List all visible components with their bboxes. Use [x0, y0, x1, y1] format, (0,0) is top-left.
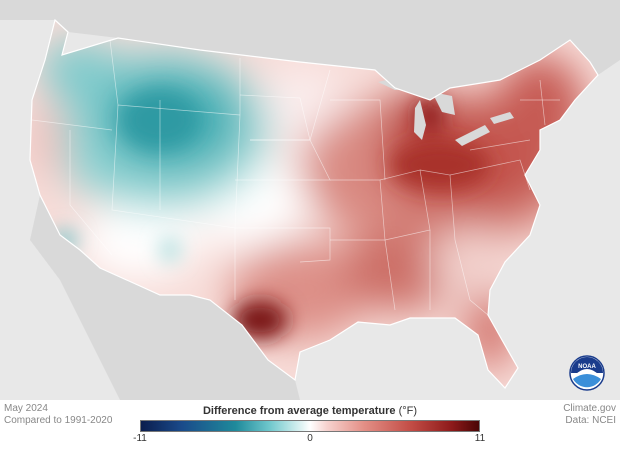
noaa-logo: NOAA: [569, 355, 605, 391]
canada-landmass: [0, 0, 620, 130]
legend-max: 11: [474, 433, 486, 444]
month-label: May 2024: [4, 403, 48, 414]
comparison-label: Compared to 1991-2020: [4, 415, 113, 426]
legend-colorbar: [140, 420, 480, 432]
legend-unit: (°F): [398, 405, 418, 417]
temperature-anomaly-map: [0, 0, 620, 400]
us-outline: [29, 18, 599, 389]
state-borders: [31, 39, 560, 316]
legend-mid: 0: [307, 433, 313, 444]
great-lakes: [378, 72, 514, 146]
data-source: Data: NCEI: [565, 415, 616, 426]
source-site: Climate.gov: [563, 403, 616, 414]
legend-title-text: Difference from average temperature: [202, 405, 396, 417]
legend-title: Difference from average temperature (°F): [140, 405, 480, 417]
mexico-landmass: [30, 195, 300, 400]
map-area: NOAA: [0, 0, 620, 400]
noaa-logo-text: NOAA: [578, 364, 596, 370]
legend-min: -11: [133, 433, 147, 444]
